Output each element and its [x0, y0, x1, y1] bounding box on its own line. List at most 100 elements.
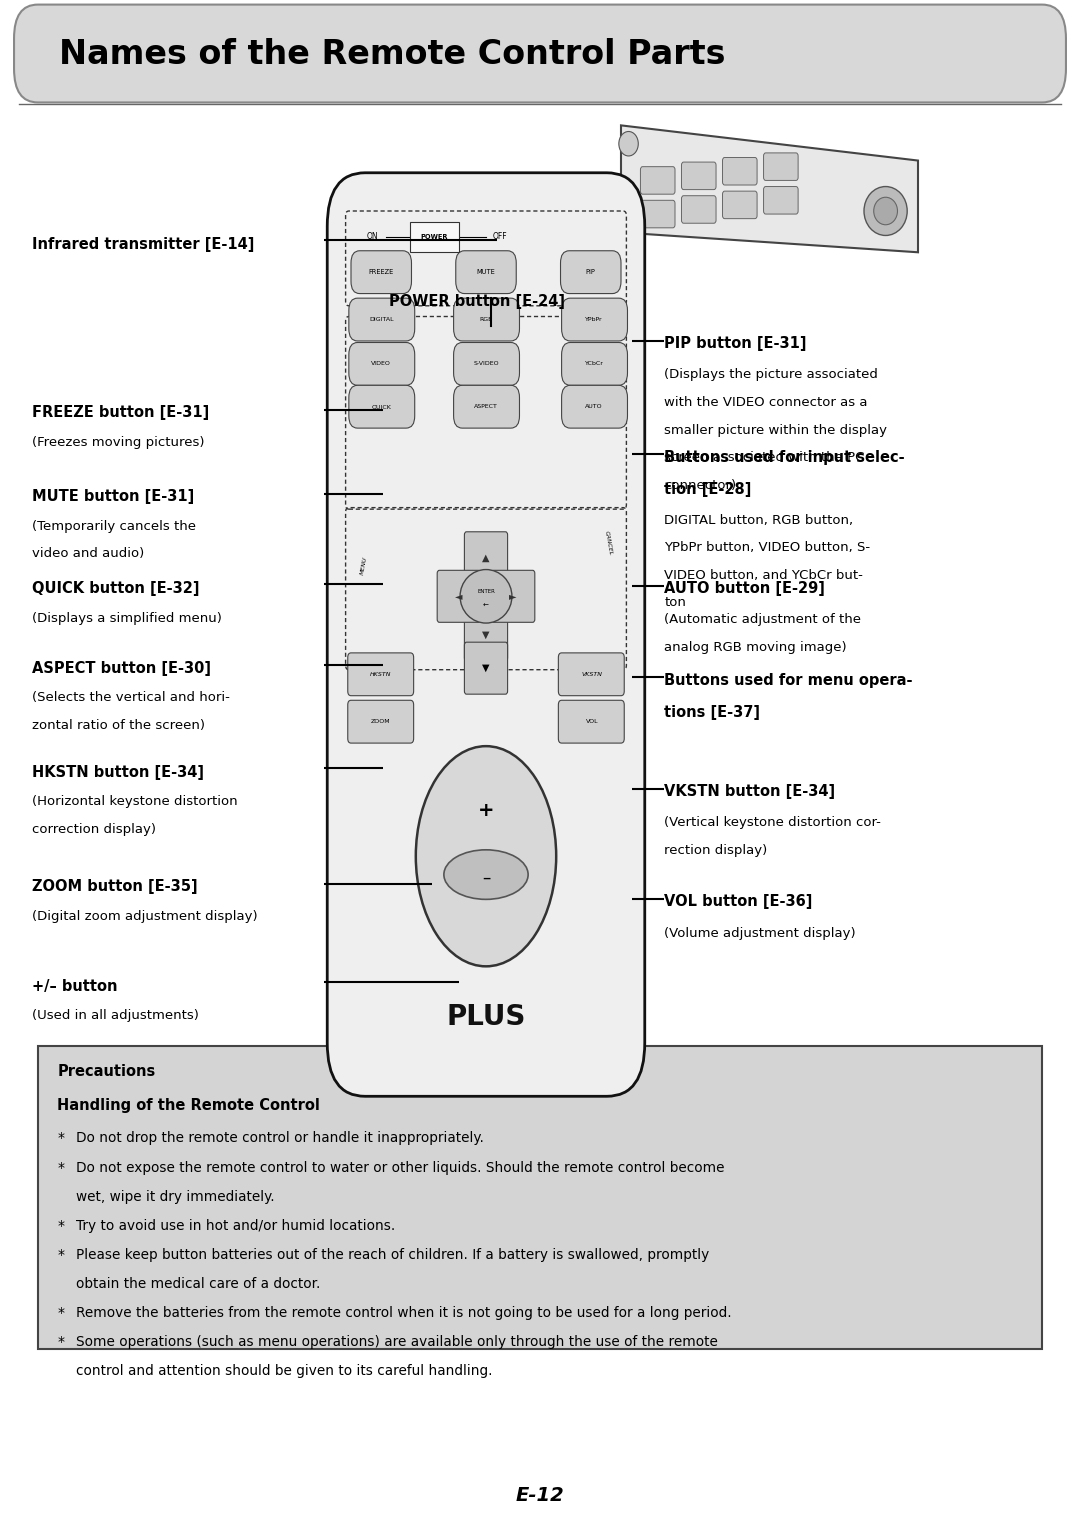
FancyBboxPatch shape: [464, 532, 508, 584]
FancyBboxPatch shape: [464, 609, 508, 661]
Text: ASPECT: ASPECT: [474, 404, 498, 410]
Text: *: *: [57, 1131, 64, 1145]
FancyBboxPatch shape: [349, 298, 415, 341]
Text: ENTER: ENTER: [477, 589, 495, 595]
Text: (Digital zoom adjustment display): (Digital zoom adjustment display): [32, 910, 258, 924]
Text: PIP button [E-31]: PIP button [E-31]: [664, 336, 807, 352]
Text: Do not drop the remote control or handle it inappropriately.: Do not drop the remote control or handle…: [76, 1131, 484, 1145]
FancyBboxPatch shape: [410, 222, 459, 252]
Text: (Volume adjustment display): (Volume adjustment display): [664, 927, 855, 940]
FancyBboxPatch shape: [562, 385, 627, 428]
Text: Buttons used for menu opera-: Buttons used for menu opera-: [664, 673, 913, 688]
Text: Infrared transmitter [E-14]: Infrared transmitter [E-14]: [32, 237, 255, 252]
FancyBboxPatch shape: [454, 298, 519, 341]
Text: DIGITAL button, RGB button,: DIGITAL button, RGB button,: [664, 514, 853, 528]
Text: VKSTN: VKSTN: [581, 671, 603, 677]
Text: FREEZE: FREEZE: [368, 269, 394, 275]
FancyBboxPatch shape: [681, 196, 716, 223]
Text: Do not expose the remote control to water or other liquids. Should the remote co: Do not expose the remote control to wate…: [76, 1161, 724, 1174]
Text: FREEZE button [E-31]: FREEZE button [E-31]: [32, 405, 210, 420]
Text: (Freezes moving pictures): (Freezes moving pictures): [32, 436, 205, 450]
Text: tions [E-37]: tions [E-37]: [664, 705, 760, 720]
Text: ton: ton: [664, 596, 686, 610]
Text: POWER button [E-24]: POWER button [E-24]: [389, 294, 565, 309]
Text: Remove the batteries from the remote control when it is not going to be used for: Remove the batteries from the remote con…: [76, 1306, 731, 1320]
Text: (Horizontal keystone distortion: (Horizontal keystone distortion: [32, 795, 238, 809]
Text: ◄: ◄: [455, 592, 462, 601]
Text: DIGITAL: DIGITAL: [369, 317, 393, 323]
FancyBboxPatch shape: [561, 251, 621, 294]
FancyBboxPatch shape: [681, 162, 716, 190]
Text: ←: ←: [483, 602, 489, 609]
Text: QUICK button [E-32]: QUICK button [E-32]: [32, 581, 200, 596]
Text: Handling of the Remote Control: Handling of the Remote Control: [57, 1098, 320, 1113]
Text: (Displays a simplified menu): (Displays a simplified menu): [32, 612, 222, 625]
Text: ►: ►: [510, 592, 517, 601]
Text: VIDEO button, and YCbCr but-: VIDEO button, and YCbCr but-: [664, 569, 863, 583]
Text: YPbPr: YPbPr: [585, 317, 603, 323]
Text: analog RGB moving image): analog RGB moving image): [664, 641, 847, 654]
Text: AUTO button [E-29]: AUTO button [E-29]: [664, 581, 825, 596]
Text: VKSTN button [E-34]: VKSTN button [E-34]: [664, 784, 835, 800]
FancyBboxPatch shape: [640, 200, 675, 228]
Text: PLUS: PLUS: [446, 1003, 526, 1031]
Text: YCbCr: YCbCr: [584, 361, 604, 367]
FancyBboxPatch shape: [456, 251, 516, 294]
Text: ▲: ▲: [483, 553, 489, 563]
FancyBboxPatch shape: [764, 187, 798, 214]
Text: OFF: OFF: [492, 232, 508, 242]
FancyBboxPatch shape: [562, 342, 627, 385]
Ellipse shape: [416, 746, 556, 966]
Text: VIDEO: VIDEO: [372, 361, 391, 367]
Text: zontal ratio of the screen): zontal ratio of the screen): [32, 719, 205, 732]
Text: (Displays the picture associated: (Displays the picture associated: [664, 368, 878, 382]
Text: tion [E-28]: tion [E-28]: [664, 482, 752, 497]
Text: connector): connector): [664, 479, 737, 492]
Text: E-12: E-12: [515, 1486, 565, 1505]
Text: ON: ON: [367, 232, 378, 242]
Text: (Used in all adjustments): (Used in all adjustments): [32, 1009, 200, 1023]
Ellipse shape: [444, 850, 528, 899]
Ellipse shape: [874, 197, 897, 225]
Text: +/– button: +/– button: [32, 979, 118, 994]
Text: rection display): rection display): [664, 844, 768, 858]
FancyBboxPatch shape: [454, 342, 519, 385]
Text: AUTO: AUTO: [585, 404, 603, 410]
Text: screen associated with the PC: screen associated with the PC: [664, 451, 865, 465]
Text: S-VIDEO: S-VIDEO: [473, 361, 499, 367]
Text: (Selects the vertical and hori-: (Selects the vertical and hori-: [32, 691, 230, 705]
FancyBboxPatch shape: [327, 173, 645, 1096]
FancyBboxPatch shape: [491, 570, 535, 622]
Text: POWER: POWER: [420, 234, 448, 240]
Text: with the VIDEO connector as a: with the VIDEO connector as a: [664, 396, 867, 410]
FancyBboxPatch shape: [723, 157, 757, 185]
Text: (Temporarily cancels the: (Temporarily cancels the: [32, 520, 197, 534]
FancyBboxPatch shape: [351, 251, 411, 294]
FancyBboxPatch shape: [348, 653, 414, 696]
Text: –: –: [482, 868, 490, 887]
Text: video and audio): video and audio): [32, 547, 145, 561]
FancyBboxPatch shape: [723, 191, 757, 219]
Text: smaller picture within the display: smaller picture within the display: [664, 424, 887, 437]
Text: control and attention should be given to its careful handling.: control and attention should be given to…: [76, 1364, 492, 1378]
Text: ▼: ▼: [483, 664, 489, 673]
Text: VOL: VOL: [585, 719, 598, 725]
Text: RGB: RGB: [480, 317, 492, 323]
Text: (Vertical keystone distortion cor-: (Vertical keystone distortion cor-: [664, 816, 881, 830]
Text: VOL button [E-36]: VOL button [E-36]: [664, 894, 812, 910]
FancyBboxPatch shape: [14, 5, 1066, 102]
FancyBboxPatch shape: [464, 642, 508, 694]
FancyBboxPatch shape: [640, 167, 675, 194]
Text: wet, wipe it dry immediately.: wet, wipe it dry immediately.: [76, 1190, 274, 1203]
FancyBboxPatch shape: [349, 342, 415, 385]
Ellipse shape: [460, 569, 512, 624]
FancyBboxPatch shape: [558, 653, 624, 696]
Text: HKSTN button [E-34]: HKSTN button [E-34]: [32, 764, 204, 780]
Text: YPbPr button, VIDEO button, S-: YPbPr button, VIDEO button, S-: [664, 541, 870, 555]
Text: correction display): correction display): [32, 823, 157, 836]
Text: ▼: ▼: [483, 630, 489, 639]
FancyBboxPatch shape: [348, 700, 414, 743]
Text: obtain the medical care of a doctor.: obtain the medical care of a doctor.: [76, 1277, 320, 1290]
Ellipse shape: [619, 131, 638, 156]
Text: MUTE: MUTE: [476, 269, 496, 275]
